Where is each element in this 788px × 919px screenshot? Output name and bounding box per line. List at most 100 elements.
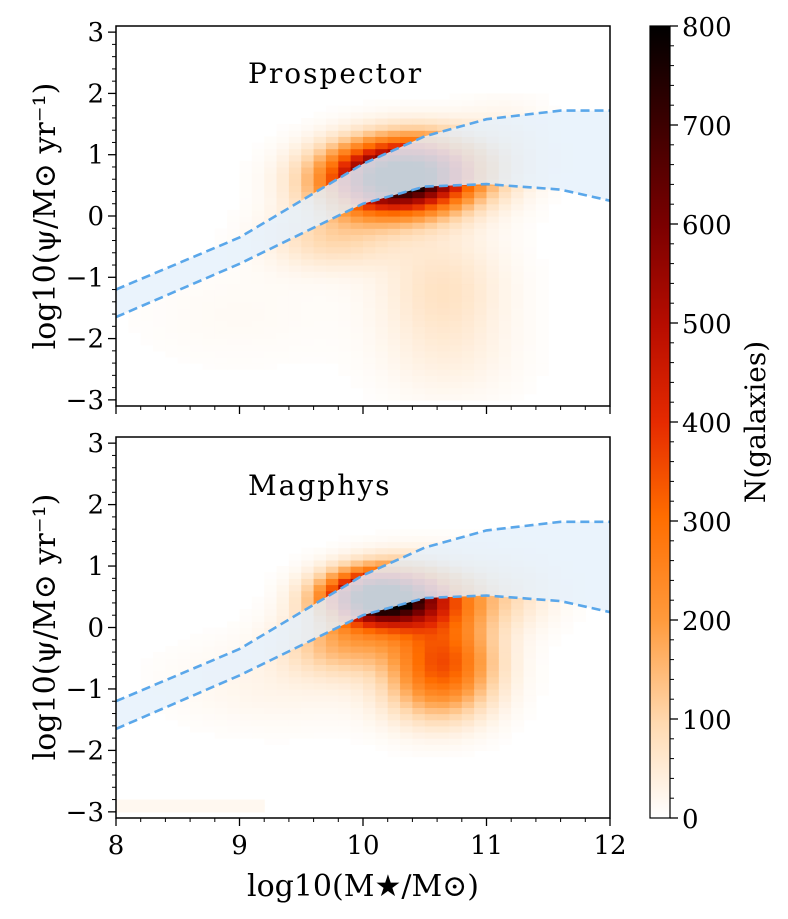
heatmap-cell [190,332,204,340]
heatmap-cell [387,541,401,549]
heatmap-cell [387,621,401,629]
heatmap-cell [202,307,216,315]
heatmap-cell [239,307,253,315]
heatmap-cell [363,621,376,629]
heatmap-cell [301,160,315,168]
heatmap-cell [363,222,376,229]
heatmap-cell [190,695,204,702]
heatmap-cell [350,216,364,223]
heatmap-cell [486,682,500,690]
heatmap-cell [511,725,525,733]
heatmap-cell [387,615,401,622]
heatmap-cell [375,301,389,309]
heatmap-cell [313,701,327,708]
heatmap-cell [498,682,512,690]
heatmap-cell [350,283,364,291]
heatmap-cell [486,639,500,647]
heatmap-cell [412,535,426,543]
heatmap-cell [350,356,364,364]
heatmap-cell [177,301,191,309]
heatmap-cell [548,602,562,610]
heatmap-cell [301,228,315,235]
heatmap-cell [437,363,451,370]
heatmap-cell [461,295,475,303]
heatmap-cell [350,559,364,567]
heatmap-cell [523,105,537,113]
heatmap-cell [437,105,451,113]
heatmap-cell [412,707,426,715]
heatmap-cell [165,332,179,340]
heatmap-cell [227,713,241,721]
heatmap-cell [363,731,376,739]
heatmap-cell [535,295,549,303]
heatmap-cell [523,185,537,193]
heatmap-cell [412,197,426,205]
heatmap-cell [424,750,438,758]
heatmap-cell [301,350,315,358]
heatmap-cell [424,731,438,739]
heatmap-cell [449,609,463,616]
heatmap-cell [214,228,228,235]
heatmap-cell [214,332,228,340]
heatmap-cell [486,314,500,321]
heatmap-cell [363,375,376,383]
heatmap-cell [486,609,500,616]
heatmap-cell [424,615,438,622]
heatmap-cell [461,191,475,199]
heatmap-cell [313,670,327,678]
heatmap-cell [214,713,228,721]
heatmap-cell [214,633,228,641]
heatmap-cell [202,326,216,334]
heatmap-cell [227,639,241,647]
heatmap-cell [461,301,475,309]
heatmap-cell [350,246,364,254]
heatmap-cell [350,124,364,131]
heatmap-cell [350,731,364,739]
heatmap-cell [375,701,389,708]
heatmap-cell [474,609,488,616]
heatmap-cell [474,93,488,101]
heatmap-cell [486,265,500,272]
heatmap-cell [474,596,488,604]
heatmap-cell [375,529,389,536]
heatmap-cell [190,799,204,807]
heatmap-cell [461,283,475,291]
heatmap-cell [535,609,549,616]
heatmap-cell [276,148,290,156]
heatmap-cell [437,713,451,721]
heatmap-cell [276,609,290,616]
heatmap-cell [276,326,290,334]
heatmap-cell [165,307,179,315]
heatmap-cell [190,295,204,303]
heatmap-cell [264,670,278,678]
heatmap-cell [535,670,549,678]
heatmap-cell [449,332,463,340]
heatmap-cell [288,652,302,659]
x-axis-ticks: 8 9 10 11 12 [108,818,627,861]
heatmap-cell [288,136,302,144]
heatmap-cell [338,652,352,659]
heatmap-cell [288,191,302,199]
heatmap-cell [140,670,154,678]
heatmap-cell [375,130,389,137]
heatmap-cell [474,738,488,745]
heatmap-cell [325,160,339,168]
heatmap-cell [301,572,315,579]
heatmap-cell [239,639,253,647]
heatmap-cell [437,645,451,653]
heatmap-cell [424,332,438,340]
heatmap-cell [400,670,413,678]
heatmap-cell [511,719,525,727]
colorbar-tick-label: 100 [682,706,732,736]
heatmap-cell [338,332,352,340]
heatmap-cell [424,719,438,727]
heatmap-cell [400,203,413,211]
heatmap-cell [301,283,315,291]
heatmap-cell [325,676,339,684]
heatmap-cell [202,314,216,321]
heatmap-cell [313,142,327,150]
heatmap-cell [523,356,537,364]
heatmap-cell [276,252,290,260]
heatmap-cell [486,258,500,266]
heatmap-cell [474,387,488,395]
